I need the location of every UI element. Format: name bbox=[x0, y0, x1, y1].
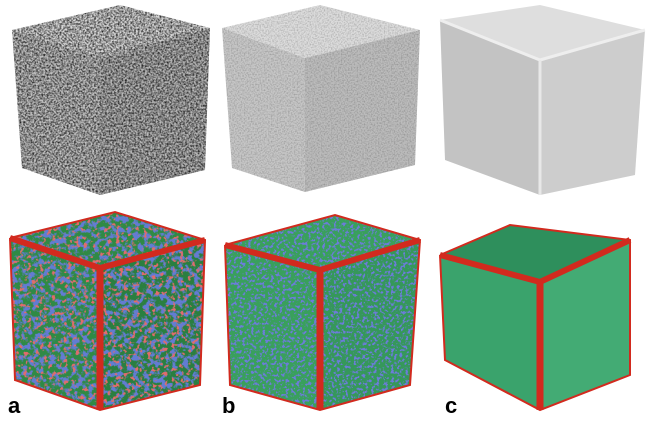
figure: a b c bbox=[0, 0, 659, 422]
cube-grey-c bbox=[440, 5, 645, 195]
cube-grey-a bbox=[12, 5, 210, 195]
cube-grey-b bbox=[222, 5, 420, 192]
cube-color-c bbox=[440, 225, 630, 410]
panel-label: c bbox=[445, 393, 457, 418]
cube-color-a bbox=[10, 212, 205, 410]
cube-color-b bbox=[225, 215, 420, 410]
panel-label: a bbox=[8, 393, 21, 418]
panel-label: b bbox=[222, 393, 235, 418]
